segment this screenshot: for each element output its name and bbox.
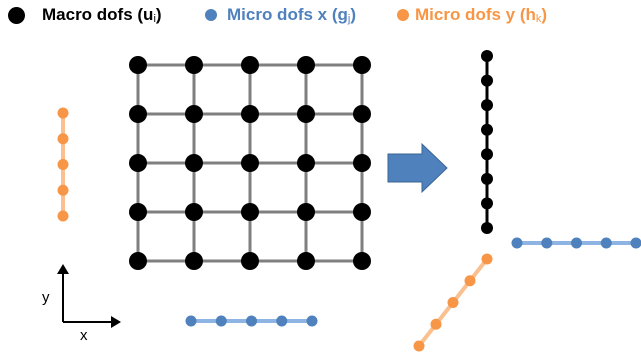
- result-micro-y-node: [413, 340, 425, 352]
- legend: Macro dofs (ui) Micro dofs x (gj) Micro …: [0, 3, 641, 27]
- orange-dot-icon: [397, 9, 409, 21]
- result-macro-node: [481, 172, 493, 185]
- macro-node: [185, 56, 203, 74]
- y-axis-label: y: [42, 289, 50, 306]
- macro-node: [353, 154, 371, 172]
- coordinate-axes: y x: [42, 264, 121, 344]
- legend-micro-y-label: Micro dofs y (h: [415, 5, 536, 24]
- result-micro-y-node: [481, 253, 493, 265]
- result-macro-node: [481, 74, 493, 87]
- result-macro-node: [481, 148, 493, 161]
- y-arrowhead-icon: [57, 264, 69, 274]
- legend-micro-x-label: Micro dofs x (g: [227, 5, 348, 24]
- macro-node: [185, 252, 203, 270]
- macro-node: [297, 154, 315, 172]
- result-macro-node: [481, 222, 493, 234]
- micro-x-node: [306, 315, 318, 327]
- macro-node: [185, 105, 203, 123]
- micro-y-node: [57, 107, 69, 119]
- micro-y-node: [57, 210, 69, 222]
- legend-micro-x-close: ): [350, 5, 357, 24]
- macro-node: [297, 252, 315, 270]
- macro-node: [241, 252, 259, 270]
- macro-node: [297, 203, 315, 221]
- macro-node: [185, 203, 203, 221]
- result-micro-y-node: [464, 275, 476, 287]
- legend-micro-y-sub: k: [535, 13, 542, 25]
- result-macro-node: [481, 123, 493, 136]
- result-micro-x-node: [600, 237, 612, 249]
- result-micro-y-chain: [413, 253, 493, 352]
- macro-node: [129, 154, 147, 172]
- x-arrowhead-icon: [111, 316, 121, 328]
- micro-y-node: [57, 184, 69, 196]
- bottom-micro-x-chain: [185, 315, 318, 327]
- x-axis-label: x: [80, 327, 88, 344]
- macro-node: [241, 56, 259, 74]
- macro-node: [353, 56, 371, 74]
- result-micro-x-node: [541, 237, 553, 249]
- legend-macro-label: Macro dofs (u: [42, 5, 154, 24]
- macro-node: [353, 203, 371, 221]
- legend-micro-x-sub: j: [347, 13, 351, 25]
- micro-x-node: [276, 315, 288, 327]
- result-micro-x-node: [571, 237, 582, 249]
- micro-x-node: [246, 315, 257, 327]
- result-micro-x-node: [630, 237, 641, 249]
- macro-node: [297, 56, 315, 74]
- macro-node: [241, 105, 259, 123]
- macro-grid: [129, 56, 371, 270]
- macro-node: [241, 203, 259, 221]
- black-dot-icon: [8, 7, 25, 24]
- result-macro-node: [481, 99, 493, 112]
- transform-arrow-icon: [387, 142, 448, 194]
- legend-macro-sub: i: [153, 13, 156, 25]
- micro-y-node: [57, 133, 69, 145]
- legend-micro-y-close: ): [541, 5, 548, 24]
- macro-node: [353, 252, 371, 270]
- legend-macro-close: ): [155, 5, 162, 24]
- result-macro-node: [481, 50, 493, 62]
- macro-node: [129, 203, 147, 221]
- micro-x-node: [185, 315, 197, 327]
- macro-node: [353, 105, 371, 123]
- result-micro-x-node: [511, 237, 523, 249]
- macro-node: [185, 154, 203, 172]
- left-micro-y-chain: [57, 107, 69, 222]
- result-macro-node: [481, 197, 493, 210]
- result-macro-column: [481, 50, 493, 234]
- macro-node: [241, 154, 259, 172]
- macro-node: [129, 56, 147, 74]
- macro-node: [129, 252, 147, 270]
- result-micro-y-node: [430, 318, 442, 330]
- result-micro-y-node: [447, 297, 459, 308]
- result-micro-x-chain: [511, 237, 641, 249]
- micro-y-node: [57, 159, 69, 170]
- macro-node: [297, 105, 315, 123]
- micro-x-node: [215, 315, 227, 327]
- macro-node: [129, 105, 147, 123]
- blue-dot-icon: [205, 9, 217, 21]
